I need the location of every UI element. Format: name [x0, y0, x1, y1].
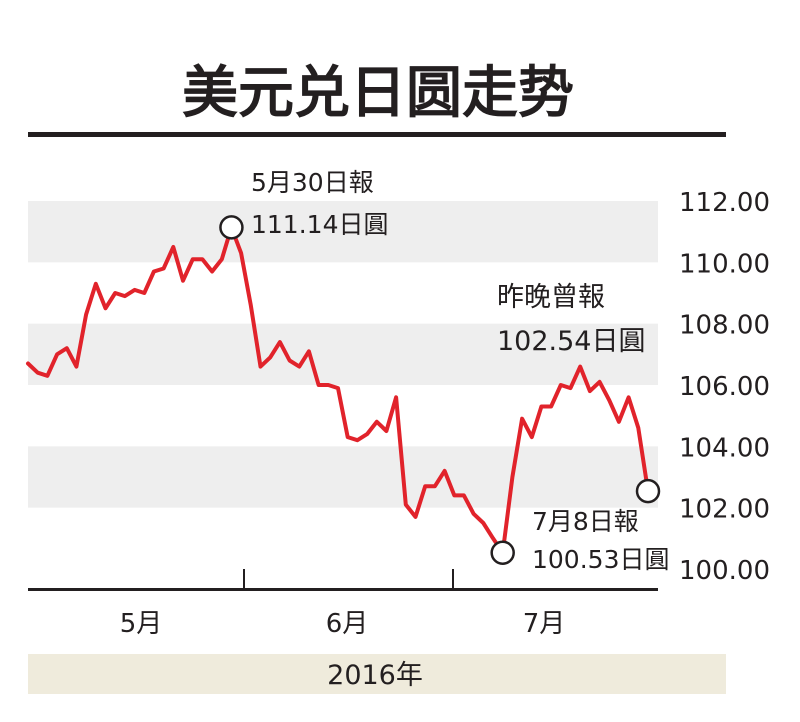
y-axis-tick-labels: 112.00 110.00 108.00 106.00 104.00 102.00 100.…: [679, 188, 770, 586]
marker-peak: [219, 215, 244, 240]
year-bar: [28, 654, 726, 694]
annotation-low-value: 100.53日圓: [532, 545, 669, 574]
y-tick-label: 112.00: [679, 188, 770, 218]
x-tick-label-may: 5月: [120, 609, 163, 639]
grid-band: [28, 446, 658, 508]
x-axis-separator-2: [452, 569, 454, 591]
y-tick-label: 110.00: [679, 249, 770, 279]
title-rule: [28, 132, 726, 137]
y-tick-label: 102.00: [679, 495, 770, 525]
x-tick-label-jul: 7月: [523, 609, 566, 639]
y-tick-label: 100.00: [679, 556, 770, 586]
y-tick-label: 106.00: [679, 372, 770, 402]
y-tick-label: 104.00: [679, 433, 770, 463]
chart-title: 美元兑日圆走势: [182, 60, 574, 126]
x-tick-label-jun: 6月: [326, 609, 369, 639]
grid-bands: [28, 201, 658, 508]
annotation-last-date: 昨晚曾報: [497, 282, 605, 313]
x-axis-line: [28, 588, 658, 591]
series-line: [26, 225, 650, 555]
grid-band: [28, 323, 658, 385]
y-tick-label: 108.00: [679, 311, 770, 341]
annotation-low-date: 7月8日報: [532, 507, 639, 536]
annotation-last-value: 102.54日圓: [497, 326, 645, 357]
annotation-peak-value: 111.14日圓: [251, 210, 388, 239]
x-axis-separator-1: [243, 569, 245, 591]
annotation-markers: [219, 215, 661, 565]
annotation-peak-date: 5月30日報: [251, 168, 374, 197]
marker-low: [490, 540, 515, 565]
x-axis-label: 2016年: [327, 660, 423, 691]
grid-band: [28, 201, 658, 263]
marker-last: [635, 478, 661, 504]
